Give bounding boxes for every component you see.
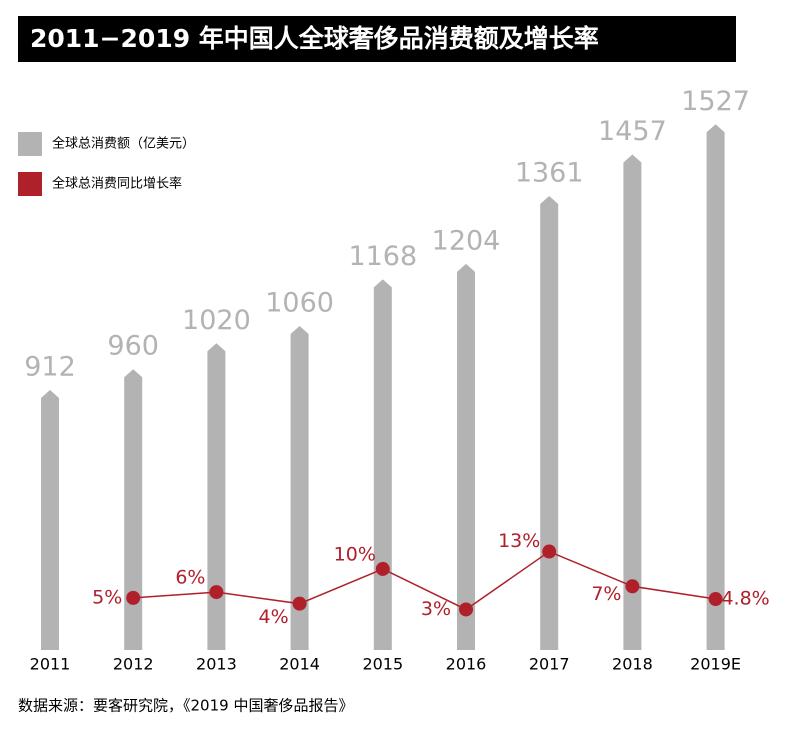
bar — [207, 343, 226, 650]
bar-value-label: 1020 — [182, 305, 251, 336]
source-note: 数据来源：要客研究院，《2019 中国奢侈品报告》 — [18, 697, 353, 715]
legend-swatch — [18, 132, 42, 156]
bar — [706, 124, 725, 650]
bar-value-label: 1060 — [265, 288, 334, 319]
x-tick-label: 2019E — [690, 655, 741, 674]
bar — [290, 326, 309, 650]
line-point — [542, 544, 557, 559]
bar-value-label: 912 — [24, 351, 76, 382]
line-point — [375, 561, 390, 576]
line-point — [126, 590, 141, 605]
x-tick-label: 2016 — [446, 655, 487, 674]
line-point — [292, 596, 307, 611]
bar — [457, 263, 475, 650]
x-tick-label: 2017 — [529, 655, 570, 674]
x-tick-label: 2018 — [612, 655, 653, 674]
line-point — [209, 585, 224, 600]
line-value-label: 13% — [498, 530, 540, 552]
line-point — [708, 592, 723, 607]
bar — [540, 196, 559, 651]
x-tick-label: 2013 — [196, 655, 237, 674]
line-value-label: 4.8% — [721, 588, 769, 610]
bar-value-label: 1527 — [681, 86, 750, 117]
line-point — [459, 602, 473, 617]
x-tick-label: 2015 — [362, 655, 403, 674]
bar — [373, 279, 392, 650]
line-value-label: 3% — [421, 598, 451, 620]
bar-value-label: 1457 — [598, 116, 667, 147]
bar — [623, 154, 642, 650]
line — [133, 550, 716, 611]
legend-label: 全球总消费同比增长率 — [52, 176, 182, 192]
x-tick-label: 2011 — [30, 655, 71, 674]
line-value-label: 6% — [175, 567, 205, 589]
bar-value-label: 1361 — [515, 158, 584, 189]
legend-swatch — [18, 172, 42, 196]
bar-value-label: 1204 — [432, 225, 501, 256]
bar — [41, 389, 59, 650]
bar-value-label: 960 — [107, 331, 159, 362]
bar — [124, 369, 143, 650]
line-value-label: 10% — [334, 543, 376, 565]
legend-label: 全球总消费额（亿美元） — [52, 136, 195, 152]
line-value-label: 5% — [92, 586, 122, 608]
x-tick-label: 2012 — [113, 655, 154, 674]
bar-value-label: 1168 — [348, 241, 417, 272]
title-bar — [18, 16, 736, 62]
x-tick-label: 2014 — [279, 655, 320, 674]
line-point — [625, 579, 640, 594]
line-value-label: 4% — [259, 606, 289, 628]
chart-title: 2011−2019 年中国人全球奢侈品消费额及增长率 — [30, 24, 599, 53]
line-value-label: 7% — [591, 583, 621, 605]
